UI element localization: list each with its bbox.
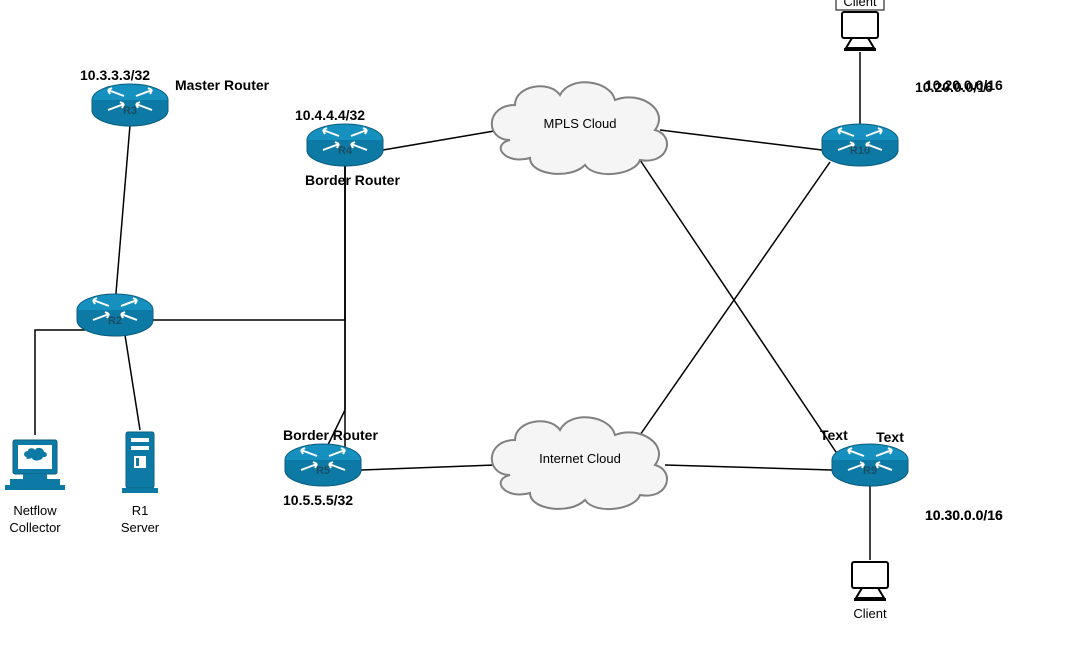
edge-r5-internet [361, 465, 495, 470]
edge-r2-r4 [153, 165, 345, 320]
client-bottom-label: Client [853, 606, 887, 621]
edge-r4-mpls [383, 130, 500, 150]
edge-r3-r2 [115, 125, 130, 305]
edge-mpls-r9 [640, 160, 840, 458]
caption-R4-below: Border Router [305, 172, 400, 188]
edge-r4-r5-clean [345, 165, 361, 470]
netflow-label1: Netflow [13, 503, 57, 518]
r9-text-label: Text [876, 429, 904, 445]
caption-R5-below: 10.5.5.5/32 [283, 492, 353, 508]
router-label-r9: R9 [863, 465, 877, 477]
edge-internet-r9 [665, 465, 832, 470]
r1server-label1: R1 [132, 503, 149, 518]
caption-R5-above: Border Router [283, 427, 378, 443]
client-top-label: Client [843, 0, 877, 9]
net-r9: 10.30.0.0/16 [925, 507, 1003, 523]
caption-R3-right: Master Router [175, 77, 270, 93]
router-label-r5: R5 [316, 465, 330, 477]
client-top-icon [842, 12, 878, 51]
edges-layer [35, 52, 870, 560]
netflow-label2: Collector [9, 520, 61, 535]
cloud-label-mpls: MPLS Cloud [544, 116, 617, 131]
edge-mpls-r10 [660, 130, 822, 150]
r1-server-icon [122, 432, 158, 493]
edge-r2-r1server [125, 335, 140, 430]
r1server-label2: Server [121, 520, 160, 535]
router-label-r10: R10 [850, 145, 870, 157]
router-label-r2: R2 [108, 315, 122, 327]
cloud-label-internet: Internet Cloud [539, 451, 621, 466]
caption-R4-above: 10.4.4.4/32 [295, 107, 365, 123]
edge-r2-netflow [35, 330, 85, 435]
net-r10: 10.20.0.0/16 [925, 77, 1003, 93]
netflow-collector-icon [5, 440, 65, 490]
router-label-r4: R4 [338, 145, 353, 157]
caption-R9-above: Text [820, 427, 848, 443]
caption-R3-above: 10.3.3.3/32 [80, 67, 150, 83]
client-bottom-icon [852, 562, 888, 601]
network-diagram: R3 R4 R2 R5 R10 R9 MPLS Cloud Internet Cloud Cl… [0, 0, 1090, 650]
router-label-r3: R3 [123, 105, 137, 117]
